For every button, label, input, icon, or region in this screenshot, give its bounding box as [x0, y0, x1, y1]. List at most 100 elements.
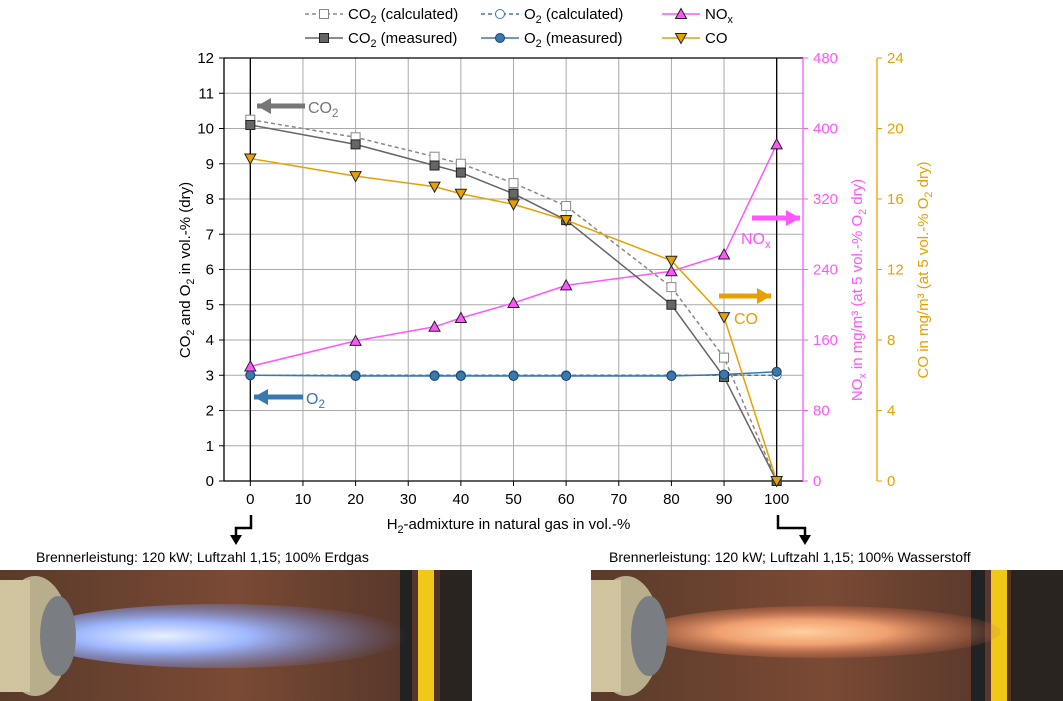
left-axis-label: CO2 and O2 in vol.-% (dry) — [177, 182, 197, 358]
data-point-o2-measured — [245, 370, 256, 381]
data-point-o2-measured — [350, 370, 361, 381]
x-tick-label: 20 — [347, 491, 364, 508]
legend-swatch-marker — [495, 9, 505, 19]
data-point-o2-measured — [429, 370, 440, 381]
photo-natural-gas-flame — [0, 570, 472, 701]
data-point-o2-measured — [771, 366, 782, 377]
co-tick-label: 0 — [887, 473, 895, 490]
x-tick-label: 0 — [246, 491, 254, 508]
co-tick-label: 24 — [887, 50, 904, 67]
x-tick-label: 50 — [505, 491, 522, 508]
co-axis-label: CO in mg/m³ (at 5 vol.-% O2 dry) — [915, 162, 935, 379]
data-point-co2-calculated — [508, 178, 519, 189]
connector-arrow-natural-gas — [230, 515, 253, 545]
data-point-co2-calculated — [429, 151, 440, 162]
legend-item-co2-calculated — [305, 9, 343, 19]
y-tick-label: 10 — [197, 121, 214, 138]
photo-hydrogen-flame — [591, 570, 1063, 701]
data-point-nox — [770, 137, 784, 150]
y-tick-label: 1 — [206, 438, 214, 455]
x-tick-label: 100 — [764, 491, 789, 508]
nox-annotation-arrow-head — [786, 210, 800, 226]
legend-item-o2-measured — [481, 33, 519, 43]
data-point-nox — [559, 278, 573, 291]
data-point-co — [349, 171, 362, 183]
y-tick-label: 3 — [206, 367, 214, 384]
nox-annotation-arrow — [752, 210, 800, 226]
x-axis-label: H2-admixture in natural gas in vol.-% — [387, 516, 631, 536]
x-tick-label: 10 — [295, 491, 312, 508]
nox-tick-label: 160 — [813, 332, 838, 349]
y-tick-label: 6 — [206, 262, 214, 279]
nox-annotation-label: NOx — [741, 231, 771, 251]
x-tick-label: 30 — [400, 491, 417, 508]
connector-head — [230, 535, 242, 545]
co-annotation-arrow — [719, 288, 771, 304]
data-point-co — [665, 255, 678, 268]
data-point-co2-measured — [455, 167, 466, 178]
co-tick-label: 20 — [887, 121, 904, 138]
x-tick-label: 60 — [558, 491, 575, 508]
data-point-co — [454, 188, 468, 201]
data-point-co2-calculated — [455, 158, 466, 169]
connector-arrow-hydrogen — [776, 515, 811, 545]
data-point-o2-measured — [508, 370, 519, 381]
legend-swatch-marker — [319, 33, 329, 43]
o2-annotation-label: O2 — [306, 391, 325, 411]
data-point-nox — [428, 320, 441, 332]
legend-item-co — [662, 33, 700, 45]
y-tick-label: 11 — [198, 85, 214, 102]
data-point-co — [507, 199, 520, 211]
legend-label: NOx — [705, 6, 734, 26]
data-point-co — [428, 181, 441, 194]
series-co2-calculated — [245, 114, 782, 486]
data-point-co — [717, 312, 731, 324]
nox-tick-label: 240 — [813, 262, 838, 279]
y-tick-label: 0 — [206, 473, 214, 490]
legend-label: CO — [705, 30, 728, 47]
data-point-nox — [717, 247, 731, 260]
y-tick-label: 8 — [206, 191, 214, 208]
y-tick-label: 5 — [206, 297, 214, 314]
connector-line — [234, 515, 253, 538]
co2-annotation-label: CO2 — [308, 100, 338, 120]
co-annotation-arrow-head — [757, 288, 771, 304]
legend-swatch-marker — [495, 33, 505, 43]
data-point-co2-measured — [508, 188, 519, 199]
nox-tick-label: 400 — [813, 121, 838, 138]
y-tick-label: 4 — [206, 332, 214, 349]
data-point-co2-measured — [429, 160, 440, 171]
legend-swatch-marker — [674, 7, 688, 19]
caption-natural-gas: Brennerleistung: 120 kW; Luftzahl 1,15; … — [36, 549, 369, 565]
data-point-o2-measured — [719, 369, 730, 380]
x-tick-label: 40 — [453, 491, 470, 508]
data-point-co2-measured — [350, 139, 361, 150]
nox-axis-label: NOx in mg/m³ (at 5 vol.-% O2 dry) — [849, 179, 869, 401]
nox-tick-label: 480 — [813, 50, 838, 67]
connector-line — [776, 515, 807, 538]
co-tick-label: 8 — [887, 332, 895, 349]
co-tick-label: 4 — [887, 403, 895, 420]
legend-item-co2-measured — [305, 33, 343, 43]
x-tick-label: 70 — [610, 491, 627, 508]
data-point-co2-calculated — [561, 201, 572, 212]
data-point-co — [559, 215, 573, 227]
connector-head — [799, 535, 811, 545]
legend-swatch-marker — [674, 33, 688, 45]
co-tick-label: 12 — [887, 262, 904, 279]
data-point-co2-calculated — [666, 282, 677, 293]
series-nox — [243, 137, 784, 372]
data-point-co — [243, 153, 257, 166]
data-point-nox — [349, 334, 362, 346]
legend-label: CO2 (measured) — [348, 30, 457, 50]
series-line-co2-calculated — [250, 118, 778, 482]
data-point-nox — [665, 264, 678, 277]
x-tick-label: 80 — [663, 491, 680, 508]
y-tick-label: 12 — [197, 50, 214, 67]
legend-item-o2-calculated — [481, 9, 519, 19]
nox-tick-label: 0 — [813, 473, 821, 490]
y-tick-label: 9 — [206, 156, 214, 173]
data-point-co2-measured — [245, 119, 256, 130]
y-tick-label: 2 — [206, 403, 214, 420]
nox-tick-label: 320 — [813, 191, 838, 208]
